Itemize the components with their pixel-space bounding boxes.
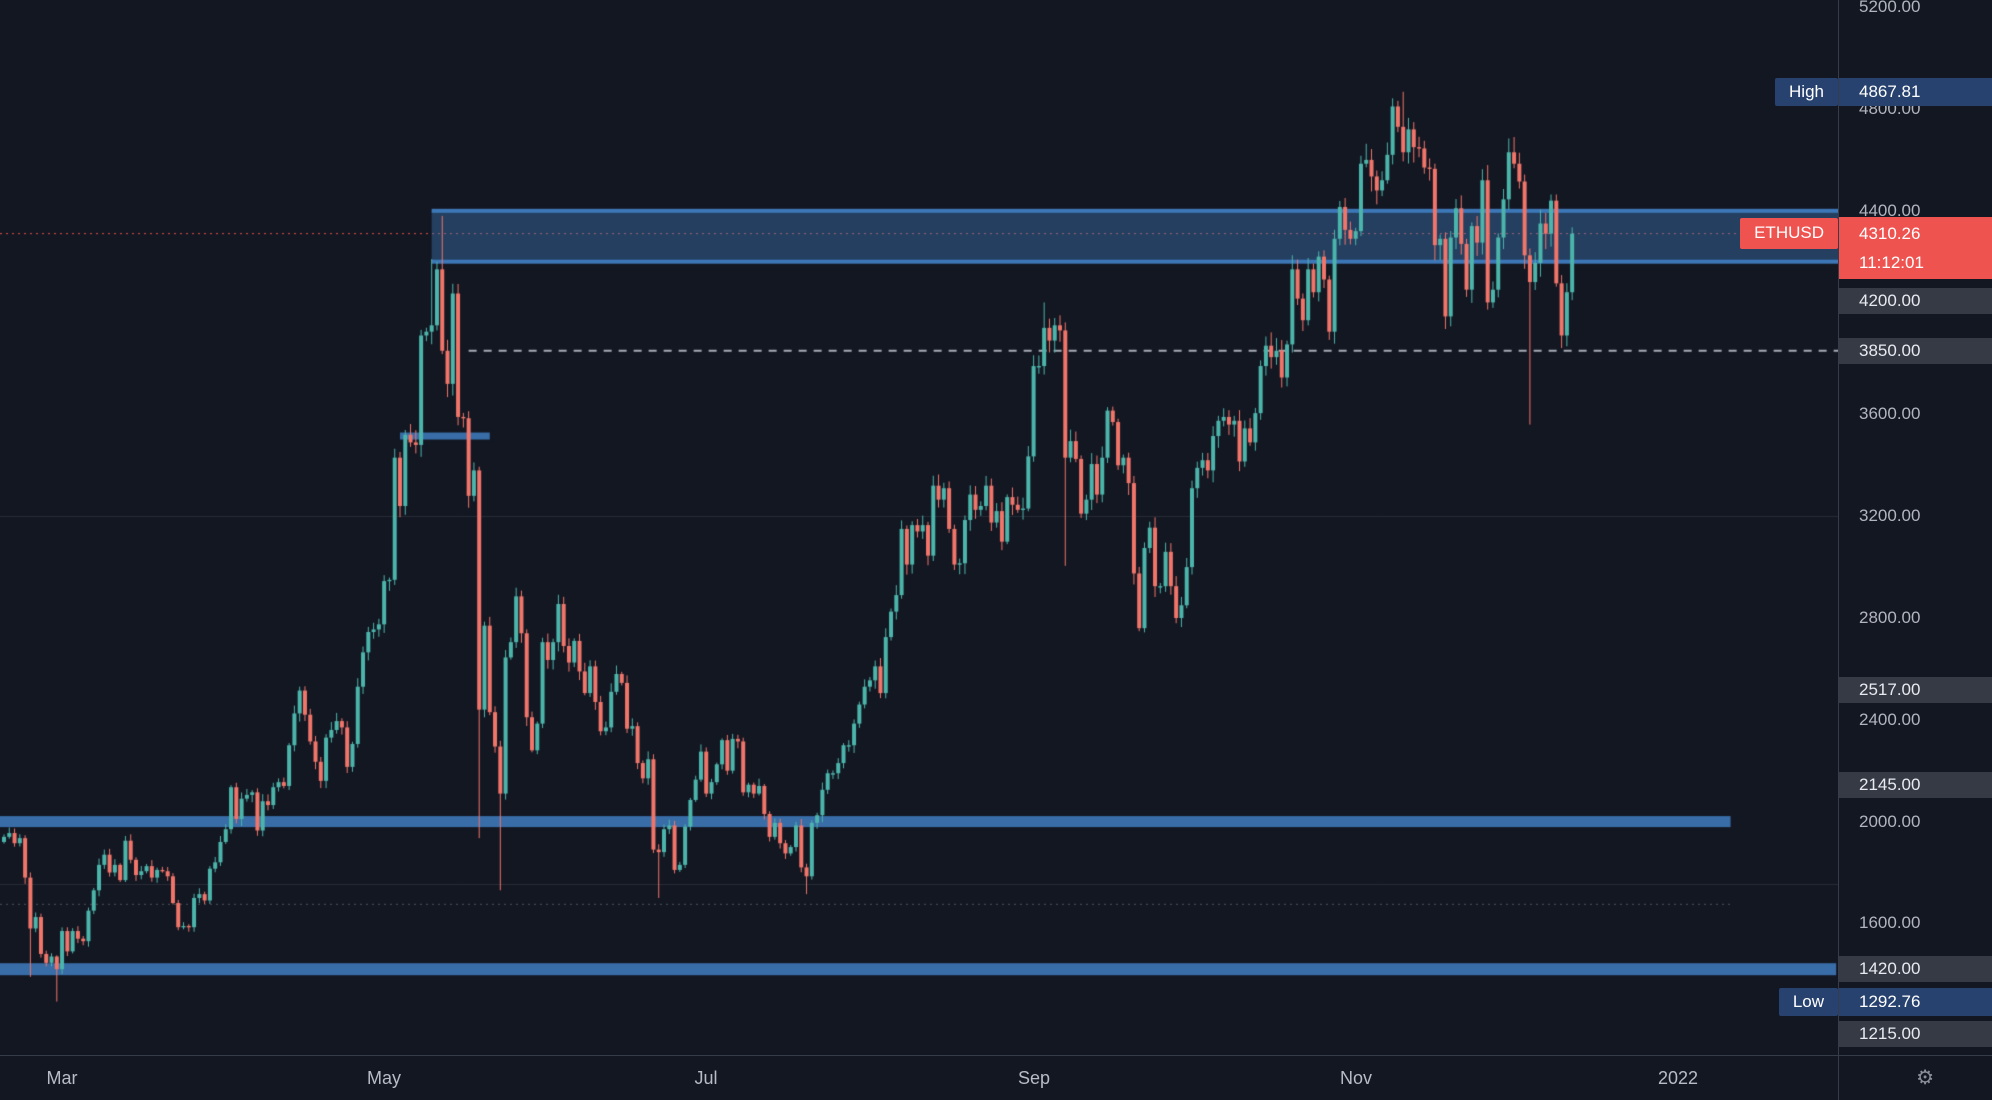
price-level-badge: 4200.00: [1839, 288, 1992, 314]
time-axis-label: Jul: [694, 1068, 718, 1088]
current-price-axis-badge: 4310.26 11:12:01: [1839, 216, 1992, 279]
price-tick-label: 3600.00: [1859, 404, 1921, 423]
time-axis-label: May: [366, 1068, 402, 1088]
high-price-axis-badge: 4867.81: [1839, 77, 1992, 106]
symbol-price-chip: ETHUSD: [1740, 217, 1838, 249]
time-axis-separator: [0, 1055, 1992, 1056]
candlestick-chart[interactable]: [0, 0, 1838, 1055]
time-axis-label: Mar: [46, 1068, 78, 1088]
price-level-badge: 3850.00: [1839, 338, 1992, 364]
high-label-chip: High: [1775, 77, 1838, 106]
price-tick-label: 2800.00: [1859, 608, 1921, 627]
time-axis[interactable]: ⚙ Mar May Jul Sep Nov 2022: [0, 1056, 1992, 1100]
price-axis[interactable]: 4867.81 4310.26 11:12:01 1292.76 5200.00…: [1839, 0, 1992, 1055]
current-price-countdown: 11:12:01: [1859, 252, 1924, 272]
price-level-badge: 1215.00: [1839, 1021, 1992, 1047]
low-label-chip: Low: [1778, 987, 1838, 1016]
price-tick-label: 1600.00: [1859, 913, 1921, 932]
price-tick-label: 3200.00: [1859, 506, 1921, 525]
low-price-axis-badge: 1292.76: [1839, 987, 1992, 1016]
price-tick-label: 2400.00: [1859, 710, 1921, 729]
price-level-badge: 2517.00: [1839, 677, 1992, 703]
time-axis-label: Sep: [1017, 1068, 1051, 1088]
time-axis-label: 2022: [1657, 1068, 1699, 1088]
current-price-value: 4310.26: [1859, 223, 1921, 243]
settings-icon[interactable]: ⚙: [1916, 1067, 1934, 1089]
price-level-badge: 2145.00: [1839, 772, 1992, 798]
price-axis-separator: [1838, 0, 1839, 1100]
price-tick-label: 5200.00: [1859, 0, 1921, 16]
time-axis-label: Nov: [1339, 1068, 1373, 1088]
price-tick-label: 4400.00: [1859, 201, 1921, 220]
price-tick-label: 2000.00: [1859, 812, 1921, 831]
price-level-badge: 1420.00: [1839, 956, 1992, 982]
